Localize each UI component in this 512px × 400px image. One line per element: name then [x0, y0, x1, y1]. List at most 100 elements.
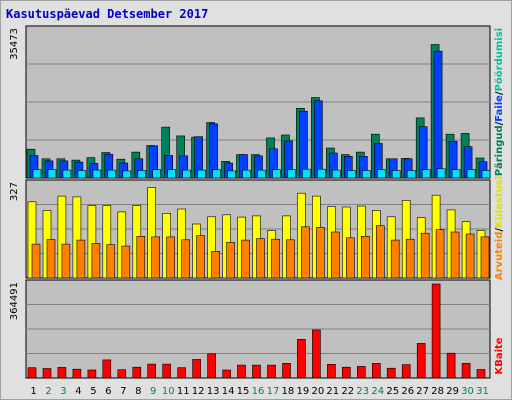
bar-visits-sites-6 — [106, 244, 116, 279]
day-label-14: 14 — [222, 386, 235, 397]
bar-visits-sites-8 — [136, 236, 146, 279]
bar-visits-sites-14 — [226, 242, 235, 279]
bar-kbytes-kbytes-24 — [371, 362, 381, 379]
bar-visits-sites-31 — [480, 236, 490, 279]
day-label-17: 17 — [267, 386, 280, 397]
bar-requests-pages-25 — [391, 170, 401, 179]
bar-kbytes-kbytes-20 — [312, 329, 321, 379]
bar-kbytes-kbytes-14 — [222, 369, 231, 379]
day-label-12: 12 — [192, 386, 205, 397]
day-label-23: 23 — [356, 386, 369, 397]
bar-visits-sites-27 — [420, 232, 430, 279]
bar-visits-sites-28 — [435, 229, 445, 279]
day-label-18: 18 — [282, 386, 295, 397]
bar-requests-pages-24 — [376, 169, 386, 179]
legend-separator: / — [494, 121, 505, 125]
bar-requests-pages-26 — [406, 170, 416, 179]
legend-entry-visits: Külastusi — [494, 176, 505, 228]
legend-visits: Arvuteid/Külastusi — [494, 176, 505, 280]
day-label-31: 31 — [476, 386, 489, 397]
legend-entry-hits: Päringud — [494, 125, 505, 176]
day-label-27: 27 — [416, 386, 429, 397]
legend-kbytes: KBaite — [494, 337, 505, 374]
bar-visits-sites-9 — [151, 236, 160, 279]
bar-requests-pages-30 — [466, 169, 476, 179]
bar-kbytes-kbytes-2 — [42, 368, 52, 379]
ymax-label-kbytes: 364491 — [9, 282, 20, 320]
bar-requests-pages-19 — [302, 168, 311, 179]
day-label-19: 19 — [297, 386, 310, 397]
bar-kbytes-kbytes-31 — [476, 369, 486, 379]
bar-kbytes-kbytes-8 — [132, 366, 142, 379]
bar-kbytes-kbytes-26 — [401, 364, 411, 379]
day-label-16: 16 — [252, 386, 265, 397]
legend-entry-sites: Arvuteid — [494, 232, 505, 280]
legend-separator: / — [494, 91, 505, 95]
bar-requests-files-20 — [314, 100, 323, 179]
legend-entry-files: Faile — [494, 95, 505, 122]
legend-entry-pages: Pöördumisi — [494, 28, 505, 92]
bar-requests-pages-1 — [32, 169, 42, 179]
bar-requests-pages-15 — [242, 169, 251, 179]
day-label-25: 25 — [386, 386, 399, 397]
day-label-6: 6 — [105, 386, 111, 397]
legend-entry-kbytes: KBaite — [494, 337, 505, 374]
day-label-20: 20 — [312, 386, 325, 397]
bar-kbytes-kbytes-17 — [267, 364, 276, 379]
bar-requests-pages-31 — [481, 170, 491, 179]
day-label-2: 2 — [45, 386, 51, 397]
bar-visits-sites-19 — [301, 226, 310, 279]
bar-visits-sites-2 — [46, 239, 56, 279]
bar-requests-pages-3 — [62, 169, 72, 179]
bar-requests-pages-16 — [257, 169, 266, 179]
bar-requests-pages-13 — [212, 169, 221, 179]
ymax-label-visits: 327 — [9, 182, 20, 201]
bar-requests-pages-18 — [287, 169, 296, 179]
day-label-21: 21 — [326, 386, 339, 397]
bar-kbytes-kbytes-23 — [356, 366, 366, 379]
bar-kbytes-kbytes-25 — [386, 367, 396, 379]
bar-visits-sites-29 — [450, 231, 460, 279]
bar-kbytes-kbytes-7 — [117, 369, 127, 379]
bar-requests-files-19 — [299, 110, 308, 179]
bar-requests-pages-20 — [317, 168, 326, 179]
bar-requests-pages-12 — [197, 169, 206, 179]
bar-visits-sites-3 — [61, 243, 71, 279]
bar-visits-sites-18 — [286, 239, 295, 279]
bar-visits-sites-22 — [345, 237, 355, 279]
bar-kbytes-kbytes-21 — [327, 363, 336, 379]
bar-visits-sites-13 — [211, 251, 220, 279]
day-label-10: 10 — [162, 386, 175, 397]
bar-kbytes-kbytes-29 — [446, 352, 456, 379]
day-label-9: 9 — [150, 386, 156, 397]
bar-visits-sites-30 — [465, 233, 475, 279]
bar-requests-pages-7 — [122, 170, 132, 179]
bar-visits-sites-12 — [196, 235, 205, 279]
bar-requests-pages-29 — [451, 169, 461, 179]
bar-kbytes-kbytes-6 — [102, 359, 112, 379]
bar-kbytes-kbytes-11 — [177, 367, 186, 379]
day-label-26: 26 — [401, 386, 414, 397]
bar-kbytes-kbytes-16 — [252, 364, 261, 379]
bar-requests-pages-5 — [92, 169, 102, 179]
bar-kbytes-kbytes-15 — [237, 364, 246, 379]
bar-kbytes-kbytes-5 — [87, 369, 97, 379]
bar-visits-sites-25 — [390, 239, 400, 279]
bar-kbytes-kbytes-12 — [192, 359, 201, 379]
day-label-4: 4 — [75, 386, 81, 397]
bar-visits-sites-23 — [360, 236, 370, 279]
day-label-11: 11 — [177, 386, 190, 397]
day-label-30: 30 — [461, 386, 474, 397]
bar-visits-sites-11 — [181, 239, 190, 279]
bar-kbytes-kbytes-19 — [297, 338, 306, 379]
legend-requests: Päringud/Faile/Pöördumisi — [494, 28, 505, 176]
bar-requests-pages-21 — [332, 169, 341, 179]
day-label-22: 22 — [341, 386, 354, 397]
bar-visits-sites-4 — [76, 239, 86, 279]
bar-kbytes-kbytes-27 — [416, 343, 426, 379]
bar-kbytes-kbytes-30 — [461, 362, 471, 379]
day-label-15: 15 — [237, 386, 250, 397]
bar-kbytes-kbytes-22 — [341, 366, 351, 379]
bar-visits-sites-20 — [316, 227, 325, 279]
